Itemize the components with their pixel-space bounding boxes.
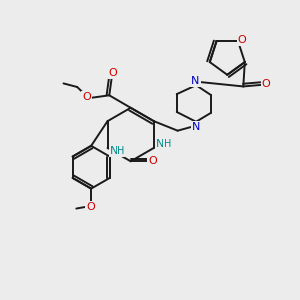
Text: N: N (156, 140, 165, 149)
Text: N: N (110, 146, 118, 156)
Text: H: H (118, 146, 125, 156)
Text: O: O (109, 68, 118, 78)
Text: O: O (86, 202, 95, 212)
Text: O: O (148, 156, 157, 166)
Text: O: O (82, 92, 91, 102)
Text: O: O (238, 35, 246, 45)
Text: N: N (192, 122, 200, 131)
Text: N: N (191, 76, 200, 86)
Text: H: H (164, 140, 171, 149)
Text: O: O (262, 80, 270, 89)
